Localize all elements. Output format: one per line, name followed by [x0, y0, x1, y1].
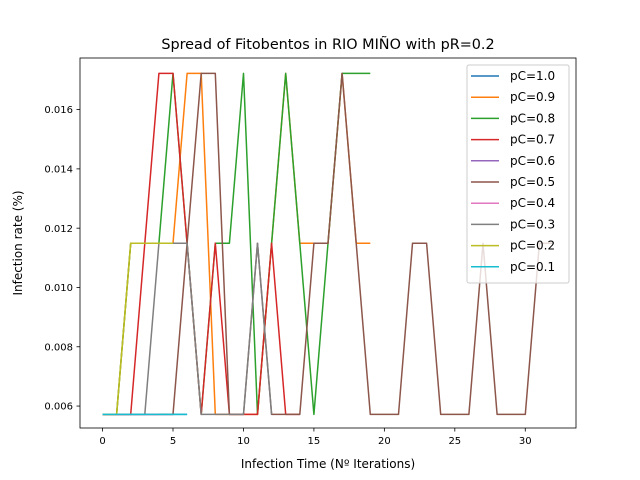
- series-layer: [102, 72, 554, 416]
- legend-label: pC=0.4: [510, 196, 555, 210]
- x-tick-label: 0: [99, 436, 105, 447]
- x-axis-label: Infection Time (Nº Iterations): [241, 457, 415, 471]
- legend-label: pC=0.9: [510, 90, 555, 104]
- x-tick-label: 30: [519, 436, 532, 447]
- legend-label: pC=0.8: [510, 111, 555, 125]
- x-tick-label: 5: [170, 436, 176, 447]
- x-tick-label: 15: [308, 436, 321, 447]
- legend-label: pC=0.3: [510, 217, 555, 231]
- y-tick-label: 0.008: [44, 342, 73, 353]
- x-tick-label: 25: [448, 436, 461, 447]
- x-tick-label: 10: [237, 436, 250, 447]
- y-tick-label: 0.012: [44, 224, 73, 235]
- series-line-pC=0.5: [102, 72, 554, 416]
- y-tick-label: 0.010: [44, 283, 73, 294]
- y-tick-label: 0.014: [44, 164, 73, 175]
- plot-frame: [79, 57, 577, 429]
- legend-label: pC=0.2: [510, 239, 555, 253]
- legend-box: [466, 64, 570, 284]
- y-tick-label: 0.016: [44, 105, 73, 116]
- chart-title: Spread of Fitobentos in RIO MIÑO with pR…: [161, 36, 494, 53]
- legend-label: pC=0.7: [510, 133, 555, 147]
- legend-label: pC=0.1: [510, 260, 555, 274]
- y-axis-label: Infection rate (%): [11, 190, 25, 295]
- x-tick-label: 20: [378, 436, 391, 447]
- x-ticks: 0 5 10 15 20 25 30: [99, 428, 532, 447]
- legend-label: pC=0.6: [510, 154, 555, 168]
- legend-label: pC=0.5: [510, 175, 555, 189]
- y-ticks: 0.006 0.008 0.010 0.012 0.014 0.016: [44, 105, 80, 413]
- y-tick-label: 0.006: [44, 402, 73, 413]
- legend: pC=1.0 pC=0.9 pC=0.8 pC=0.7 pC=0.6 pC=0.5 pC=0…: [466, 64, 570, 284]
- legend-label: pC=1.0: [510, 69, 555, 83]
